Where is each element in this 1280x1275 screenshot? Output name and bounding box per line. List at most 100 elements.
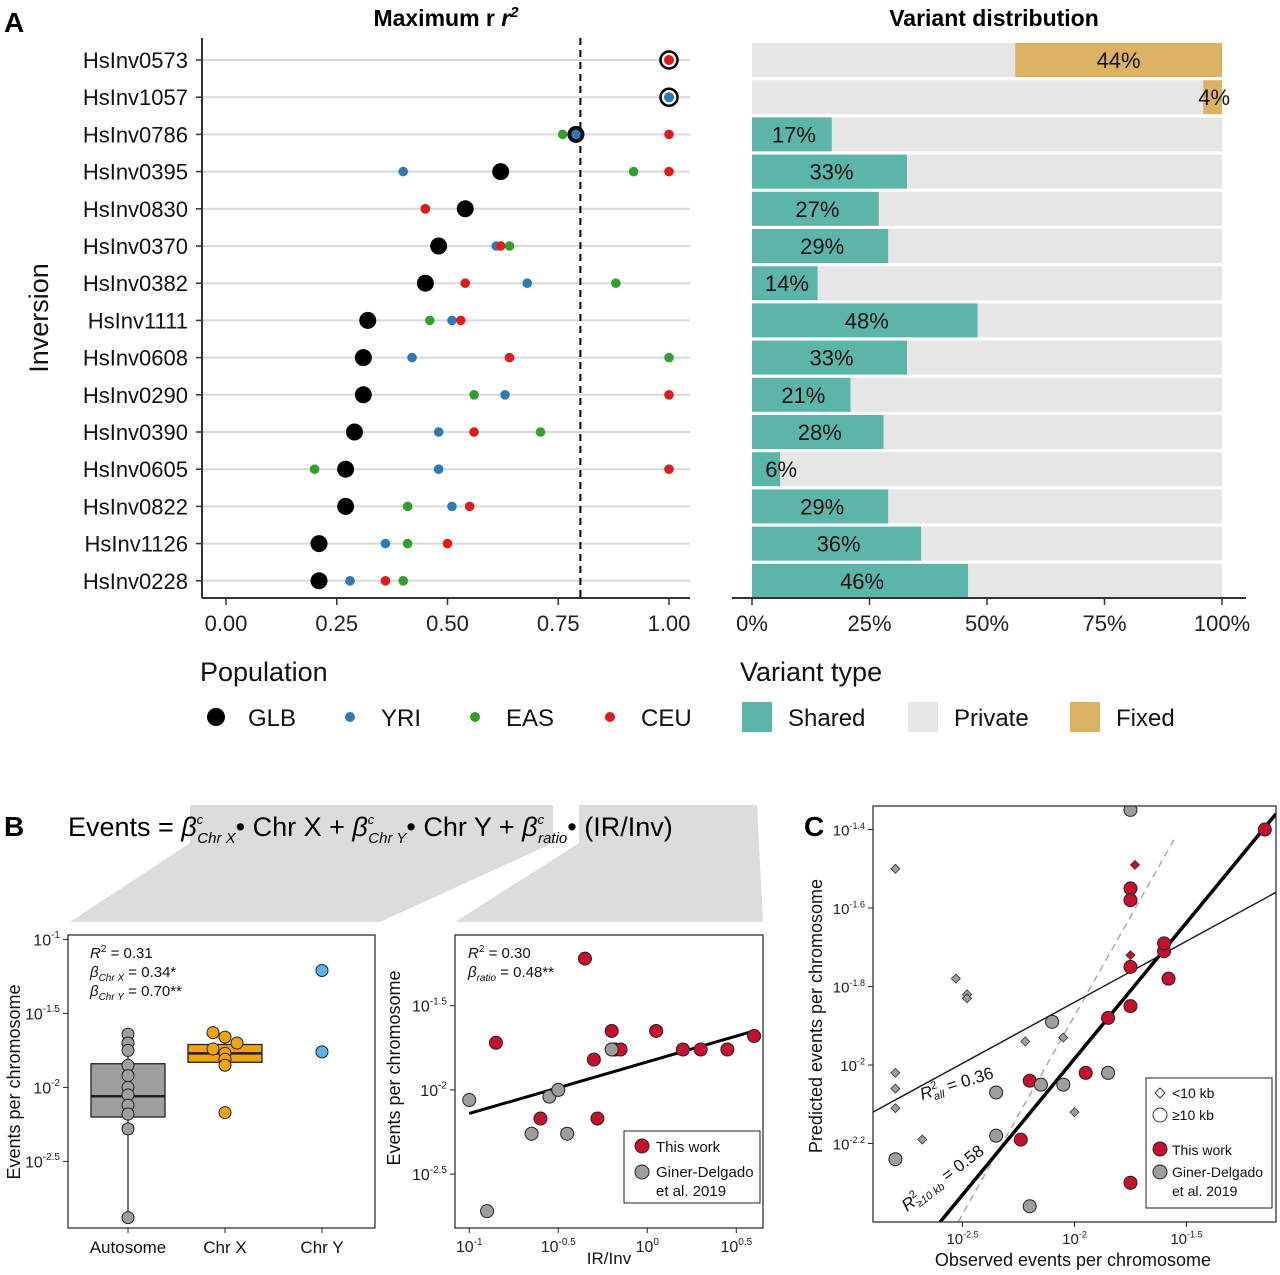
dot-yri bbox=[522, 278, 533, 289]
bar-data-label: 29% bbox=[800, 494, 844, 519]
x-tick-label: 10-0.5 bbox=[541, 1237, 576, 1256]
bar-private bbox=[752, 43, 1016, 77]
data-point bbox=[206, 1026, 220, 1040]
y-tick-label: 10-2 bbox=[33, 1078, 60, 1097]
bar-data-label: 29% bbox=[800, 234, 844, 259]
dot-glb bbox=[337, 460, 355, 478]
data-point bbox=[1045, 1014, 1060, 1029]
y-tick-label: 10-2 bbox=[840, 1056, 865, 1075]
dot-ceu bbox=[380, 576, 391, 586]
data-point bbox=[206, 1042, 220, 1056]
dot-yri bbox=[500, 390, 510, 400]
panel-b: B Events = βc Chr X• Chr X + βc Chr Y• Chr … bbox=[4, 805, 764, 1268]
data-point-diamond bbox=[950, 973, 961, 984]
data-point-diamond bbox=[917, 1134, 928, 1145]
legend-label-eas: EAS bbox=[506, 705, 554, 732]
y-tick-label: HsInv0390 bbox=[83, 420, 188, 445]
dot-eas bbox=[504, 241, 515, 251]
x-tick-label: 0.00 bbox=[205, 611, 248, 636]
data-point bbox=[480, 1204, 495, 1219]
annotation-beta-y: βChr Y = 0.70** bbox=[89, 983, 182, 1003]
x-tick-label: Chr X bbox=[203, 1238, 246, 1257]
data-point bbox=[1123, 893, 1138, 908]
legend-dot-ceu bbox=[605, 712, 615, 722]
dot-glb bbox=[310, 535, 328, 553]
data-point bbox=[1161, 971, 1176, 986]
bar-shared bbox=[752, 526, 922, 561]
bar-shared bbox=[752, 303, 978, 338]
legend-label-ceu: CEU bbox=[641, 705, 692, 732]
dot-ceu bbox=[664, 464, 674, 475]
dot-ceu bbox=[664, 166, 674, 177]
panel-label-a: A bbox=[4, 7, 24, 38]
panel-c: C 10-1.4 10-1.6 10-1.8 10-2 10-2.2 10-2.5 10-2 1… bbox=[804, 805, 1277, 1270]
dot-ceu bbox=[664, 55, 674, 65]
x-axis-title: Observed events per chromosome bbox=[935, 1250, 1211, 1270]
panel-a: A Maximum r r2 HsInv0573 HsInv1057 HsInv0786… bbox=[4, 4, 1250, 732]
legend-diamond bbox=[1154, 1087, 1166, 1099]
dot-ceu bbox=[469, 427, 479, 437]
dot-ceu bbox=[464, 501, 475, 512]
legend-label-yri: YRI bbox=[381, 705, 421, 732]
data-point bbox=[1123, 806, 1138, 817]
annotation-r2-all: R2all = 0.36 bbox=[917, 1063, 996, 1107]
dot-glb bbox=[354, 349, 372, 367]
legend-dot-giner bbox=[1152, 1164, 1168, 1180]
bar-private bbox=[977, 303, 1222, 338]
bar-data-label: 36% bbox=[817, 532, 861, 557]
bar-shared bbox=[752, 340, 908, 375]
data-point bbox=[590, 1111, 605, 1126]
x-tick-label: 0.25 bbox=[315, 611, 358, 636]
data-point bbox=[121, 1211, 135, 1225]
bar-fixed bbox=[1203, 80, 1222, 115]
legend-label-giner-year: et al. 2019 bbox=[656, 1183, 726, 1200]
dot-eas bbox=[402, 501, 413, 512]
bar-private bbox=[883, 415, 1222, 449]
dot-eas bbox=[402, 538, 413, 549]
legend-label-shared: Shared bbox=[788, 705, 865, 732]
dot-eas bbox=[535, 427, 546, 437]
bar-data-label: 27% bbox=[795, 197, 839, 222]
legend-label-small: <10 kb bbox=[1172, 1085, 1215, 1101]
panel-label-c: C bbox=[804, 811, 824, 842]
data-point bbox=[888, 1152, 903, 1167]
data-point bbox=[1101, 1010, 1116, 1025]
bar-private bbox=[878, 191, 1222, 226]
y-tick-label: 10-2.5 bbox=[25, 1152, 60, 1171]
dot-yri bbox=[664, 92, 674, 103]
data-point bbox=[230, 1036, 244, 1050]
data-point bbox=[989, 1128, 1004, 1143]
dot-yri bbox=[380, 538, 391, 549]
dot-yri bbox=[447, 315, 457, 326]
legend-dot-giner bbox=[634, 1164, 650, 1180]
bar-shared bbox=[752, 377, 851, 412]
data-point-diamond bbox=[890, 1067, 901, 1078]
dot-eas bbox=[398, 576, 409, 586]
annotation-r2: R2 = 0.30 bbox=[468, 944, 531, 962]
y-tick-label: HsInv0290 bbox=[83, 383, 188, 408]
dot-yri bbox=[571, 129, 581, 140]
bar-private bbox=[907, 154, 1222, 189]
y-tick-label: 10-2.5 bbox=[412, 1165, 447, 1184]
x-tick-label: 1.00 bbox=[648, 611, 691, 636]
legend-label-fixed: Fixed bbox=[1116, 705, 1175, 732]
y-tick-label: 10-1.8 bbox=[833, 978, 865, 997]
data-point bbox=[121, 1122, 135, 1136]
dot-eas bbox=[469, 390, 479, 400]
y-tick-label: HsInv1111 bbox=[88, 308, 188, 333]
data-point bbox=[1123, 881, 1138, 896]
annotation-beta-x: βChr X = 0.34* bbox=[89, 964, 176, 984]
dot-ceu bbox=[460, 278, 471, 289]
data-point-diamond bbox=[1058, 1032, 1069, 1043]
bar-data-label: 4% bbox=[1198, 85, 1230, 110]
x-axis-title: IR/Inv bbox=[587, 1249, 632, 1268]
bar-private bbox=[780, 452, 1222, 487]
dot-eas bbox=[664, 352, 674, 363]
legend-dot-glb bbox=[207, 708, 225, 726]
data-point bbox=[121, 1107, 135, 1121]
y-tick-label: 10-1.6 bbox=[833, 899, 865, 918]
data-point-diamond bbox=[1069, 1107, 1080, 1118]
fit-line bbox=[468, 1029, 755, 1115]
data-point bbox=[533, 1111, 548, 1126]
